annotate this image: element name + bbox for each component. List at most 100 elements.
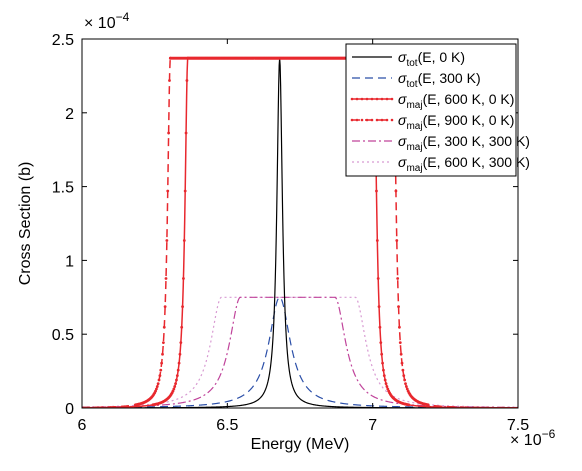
series-marker-3 (404, 382, 407, 385)
y-tick-label: 1 (65, 253, 74, 270)
series-marker-2 (174, 382, 177, 385)
series-marker-3 (426, 403, 430, 407)
series-marker-2 (384, 382, 388, 385)
series-marker-2 (182, 277, 185, 280)
series-marker-3 (398, 325, 401, 329)
legend-swatch-marker (390, 118, 394, 122)
legend-swatch-marker (365, 97, 369, 101)
series-marker-3 (160, 361, 164, 365)
y-tick-label: 0 (65, 401, 74, 418)
legend-swatch-marker (360, 118, 364, 122)
y-tick-label: 1.5 (52, 180, 74, 197)
series-marker-3 (397, 305, 400, 308)
series-marker-3 (161, 341, 165, 345)
series-marker-2 (175, 374, 179, 378)
legend-swatch-marker (380, 97, 384, 101)
series-marker-3 (156, 382, 160, 385)
legend-swatch-marker (385, 97, 389, 101)
series-marker-3 (159, 368, 163, 372)
series-marker-2 (177, 361, 181, 365)
x-tick-label: 7.5 (507, 417, 529, 434)
series-marker-2 (185, 79, 189, 82)
series-marker-3 (168, 79, 171, 82)
x-tick-label: 6 (78, 417, 87, 434)
series-marker-2 (178, 352, 182, 356)
legend-label-1: σtot(E, 300 K) (398, 70, 481, 90)
series-marker-2 (151, 403, 155, 407)
legend-swatch-marker (365, 118, 369, 122)
x-axis-multiplier: × 10−6 (510, 427, 556, 449)
series-marker-3 (155, 385, 159, 388)
plot-frame (81, 38, 519, 409)
series-line-4 (82, 296, 518, 409)
legend-swatch-marker (390, 97, 394, 101)
series-marker-3 (158, 374, 162, 378)
series-marker-2 (375, 239, 379, 242)
series-marker-2 (382, 368, 385, 372)
series-marker-3 (398, 341, 402, 345)
legend-label-3: σmaj(E, 900 K, 0 K) (398, 112, 514, 132)
series-marker-3 (403, 378, 407, 382)
y-tick-label: 2.5 (52, 32, 74, 49)
series-marker-2 (381, 361, 384, 365)
series-marker-2 (383, 378, 387, 382)
series-marker-2 (184, 131, 188, 135)
legend-swatch-marker (355, 118, 359, 122)
series-marker-2 (176, 368, 180, 372)
series-marker-2 (380, 352, 384, 356)
series-marker-2 (179, 341, 183, 345)
series-marker-3 (400, 361, 404, 365)
legend-swatch-marker (375, 97, 379, 101)
legend-swatch-marker (355, 97, 359, 101)
y-axis-label: Cross Section (b) (17, 162, 34, 286)
x-tick-label: 6.5 (216, 417, 238, 434)
legend-swatch-marker (375, 118, 379, 122)
series-marker-3 (166, 189, 170, 193)
series-marker-3 (401, 368, 405, 372)
legend-label-4: σmaj(E, 300 K, 300 K) (398, 133, 530, 153)
series-marker-3 (157, 378, 161, 382)
series-marker-2 (385, 385, 389, 388)
series-marker-3 (395, 239, 399, 242)
y-tick-label: 2 (65, 106, 74, 123)
series-marker-3 (402, 374, 406, 378)
legend-swatch-marker (370, 97, 374, 101)
series-marker-3 (394, 189, 398, 193)
series-marker-3 (404, 385, 408, 388)
series-marker-2 (183, 189, 187, 193)
series-marker-2 (407, 403, 411, 407)
legend-label-2: σmaj(E, 600 K, 0 K) (398, 91, 514, 111)
series-marker-3 (399, 352, 403, 356)
series-marker-2 (378, 325, 382, 329)
series-marker-2 (375, 189, 378, 193)
x-tick-label: 7 (368, 417, 377, 434)
series-marker-2 (376, 277, 380, 280)
series-marker-3 (162, 325, 166, 329)
legend-swatch-marker (380, 118, 384, 122)
series-marker-3 (161, 352, 164, 356)
series-marker-3 (134, 403, 137, 407)
series-marker-3 (396, 277, 400, 280)
legend-label-0: σtot(E, 0 K) (398, 49, 465, 69)
legend-box (345, 43, 517, 177)
y-tick-label: 0.5 (52, 327, 74, 344)
legend-swatch-marker (360, 97, 364, 101)
series-marker-2 (377, 305, 381, 308)
series-marker-2 (382, 374, 386, 378)
y-axis-multiplier: × 10−4 (84, 10, 130, 32)
legend-label-5: σmaj(E, 600 K, 300 K) (398, 154, 530, 174)
series-marker-2 (180, 325, 184, 329)
series-marker-2 (173, 385, 177, 388)
series-marker-3 (163, 305, 167, 308)
series-marker-2 (182, 239, 186, 242)
series-marker-3 (167, 131, 171, 135)
series-marker-2 (175, 378, 178, 382)
series-marker-2 (181, 305, 184, 308)
series-marker-3 (164, 277, 168, 280)
legend-swatch-marker (385, 118, 389, 122)
series-marker-3 (165, 239, 169, 242)
series-marker-2 (379, 341, 383, 345)
legend-swatch-marker (370, 118, 374, 122)
x-axis-label: Energy (MeV) (251, 436, 350, 453)
